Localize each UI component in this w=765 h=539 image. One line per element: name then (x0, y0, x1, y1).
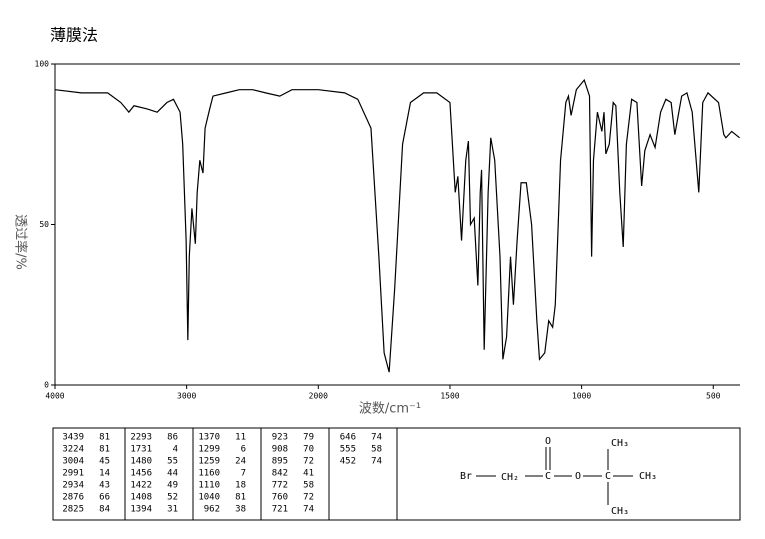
peak-wavenumber: 1160 (198, 469, 220, 479)
peak-transmittance: 58 (371, 445, 382, 455)
peak-wavenumber: 3439 (62, 433, 84, 443)
peak-wavenumber: 1040 (198, 493, 220, 503)
peak-wavenumber: 2876 (62, 493, 84, 503)
structure-atom: CH₃ (611, 438, 629, 449)
peak-wavenumber: 3004 (62, 457, 84, 467)
peak-wavenumber: 842 (272, 469, 288, 479)
peak-transmittance: 11 (235, 433, 246, 443)
peak-transmittance: 6 (241, 445, 246, 455)
peak-transmittance: 7 (241, 469, 246, 479)
structure-atom: CH₂ (501, 472, 519, 483)
peak-wavenumber: 2293 (130, 433, 152, 443)
peak-transmittance: 52 (167, 493, 178, 503)
peak-transmittance: 86 (167, 433, 178, 443)
peak-wavenumber: 646 (340, 433, 356, 443)
peak-wavenumber: 1394 (130, 505, 152, 515)
peak-wavenumber: 760 (272, 493, 288, 503)
peak-transmittance: 45 (99, 457, 110, 467)
peak-transmittance: 43 (99, 481, 110, 491)
spectrum-line (54, 78, 740, 373)
structure-atom: CH₃ (611, 506, 629, 517)
peak-transmittance: 24 (235, 457, 246, 467)
peak-transmittance: 58 (303, 481, 314, 491)
structure-atom: Br (460, 471, 472, 482)
peak-wavenumber: 1299 (198, 445, 220, 455)
peak-transmittance: 18 (235, 481, 246, 491)
peak-transmittance: 44 (167, 469, 178, 479)
structure-atom: C (545, 471, 551, 482)
peak-transmittance: 66 (99, 493, 110, 503)
x-tick-label: 2000 (309, 392, 328, 401)
peak-wavenumber: 1259 (198, 457, 220, 467)
x-tick-label: 500 (706, 392, 721, 401)
structure-atom: CH₃ (639, 471, 657, 482)
peak-transmittance: 74 (371, 433, 382, 443)
peak-transmittance: 49 (167, 481, 178, 491)
chart-title: 薄膜法 (50, 26, 98, 45)
peak-transmittance: 38 (235, 505, 246, 515)
peak-wavenumber: 2991 (62, 469, 84, 479)
peak-wavenumber: 1110 (198, 481, 220, 491)
peak-transmittance: 4 (173, 445, 178, 455)
peak-transmittance: 74 (303, 505, 314, 515)
structure-atom: C (605, 471, 611, 482)
peak-wavenumber: 721 (272, 505, 288, 515)
peak-wavenumber: 1370 (198, 433, 220, 443)
peak-wavenumber: 2825 (62, 505, 84, 515)
y-tick-label: 50 (39, 220, 49, 229)
peak-wavenumber: 962 (204, 505, 220, 515)
peak-transmittance: 72 (303, 457, 314, 467)
peak-transmittance: 41 (303, 469, 314, 479)
peak-wavenumber: 555 (340, 445, 356, 455)
x-tick-label: 1500 (440, 392, 459, 401)
x-tick-label: 3000 (177, 392, 196, 401)
peak-wavenumber: 1408 (130, 493, 152, 503)
peak-wavenumber: 452 (340, 457, 356, 467)
peak-transmittance: 74 (371, 457, 382, 467)
structure-atom: O (545, 436, 551, 447)
peak-wavenumber: 1480 (130, 457, 152, 467)
peak-transmittance: 55 (167, 457, 178, 467)
peak-wavenumber: 2934 (62, 481, 84, 491)
peak-transmittance: 31 (167, 505, 178, 515)
peak-transmittance: 14 (99, 469, 110, 479)
peak-transmittance: 81 (99, 433, 110, 443)
peak-wavenumber: 1422 (130, 481, 152, 491)
y-tick-label: 0 (44, 381, 49, 390)
peak-transmittance: 81 (99, 445, 110, 455)
peak-wavenumber: 923 (272, 433, 288, 443)
structure-bonds (476, 447, 633, 505)
y-tick-label: 100 (35, 60, 50, 69)
peak-wavenumber: 3224 (62, 445, 84, 455)
y-axis-label: 透过率/% (13, 214, 29, 270)
peak-transmittance: 70 (303, 445, 314, 455)
peak-transmittance: 79 (303, 433, 314, 443)
x-tick-label: 4000 (45, 392, 64, 401)
peak-transmittance: 72 (303, 493, 314, 503)
peak-wavenumber: 1731 (130, 445, 152, 455)
structure-atom: O (575, 471, 581, 482)
x-axis-label: 波数/cm⁻¹ (359, 402, 421, 417)
peak-wavenumber: 1456 (130, 469, 152, 479)
peak-wavenumber: 772 (272, 481, 288, 491)
peak-transmittance: 81 (235, 493, 246, 503)
peak-wavenumber: 895 (272, 457, 288, 467)
x-tick-label: 1000 (572, 392, 591, 401)
peak-wavenumber: 908 (272, 445, 288, 455)
peak-transmittance: 84 (99, 505, 110, 515)
